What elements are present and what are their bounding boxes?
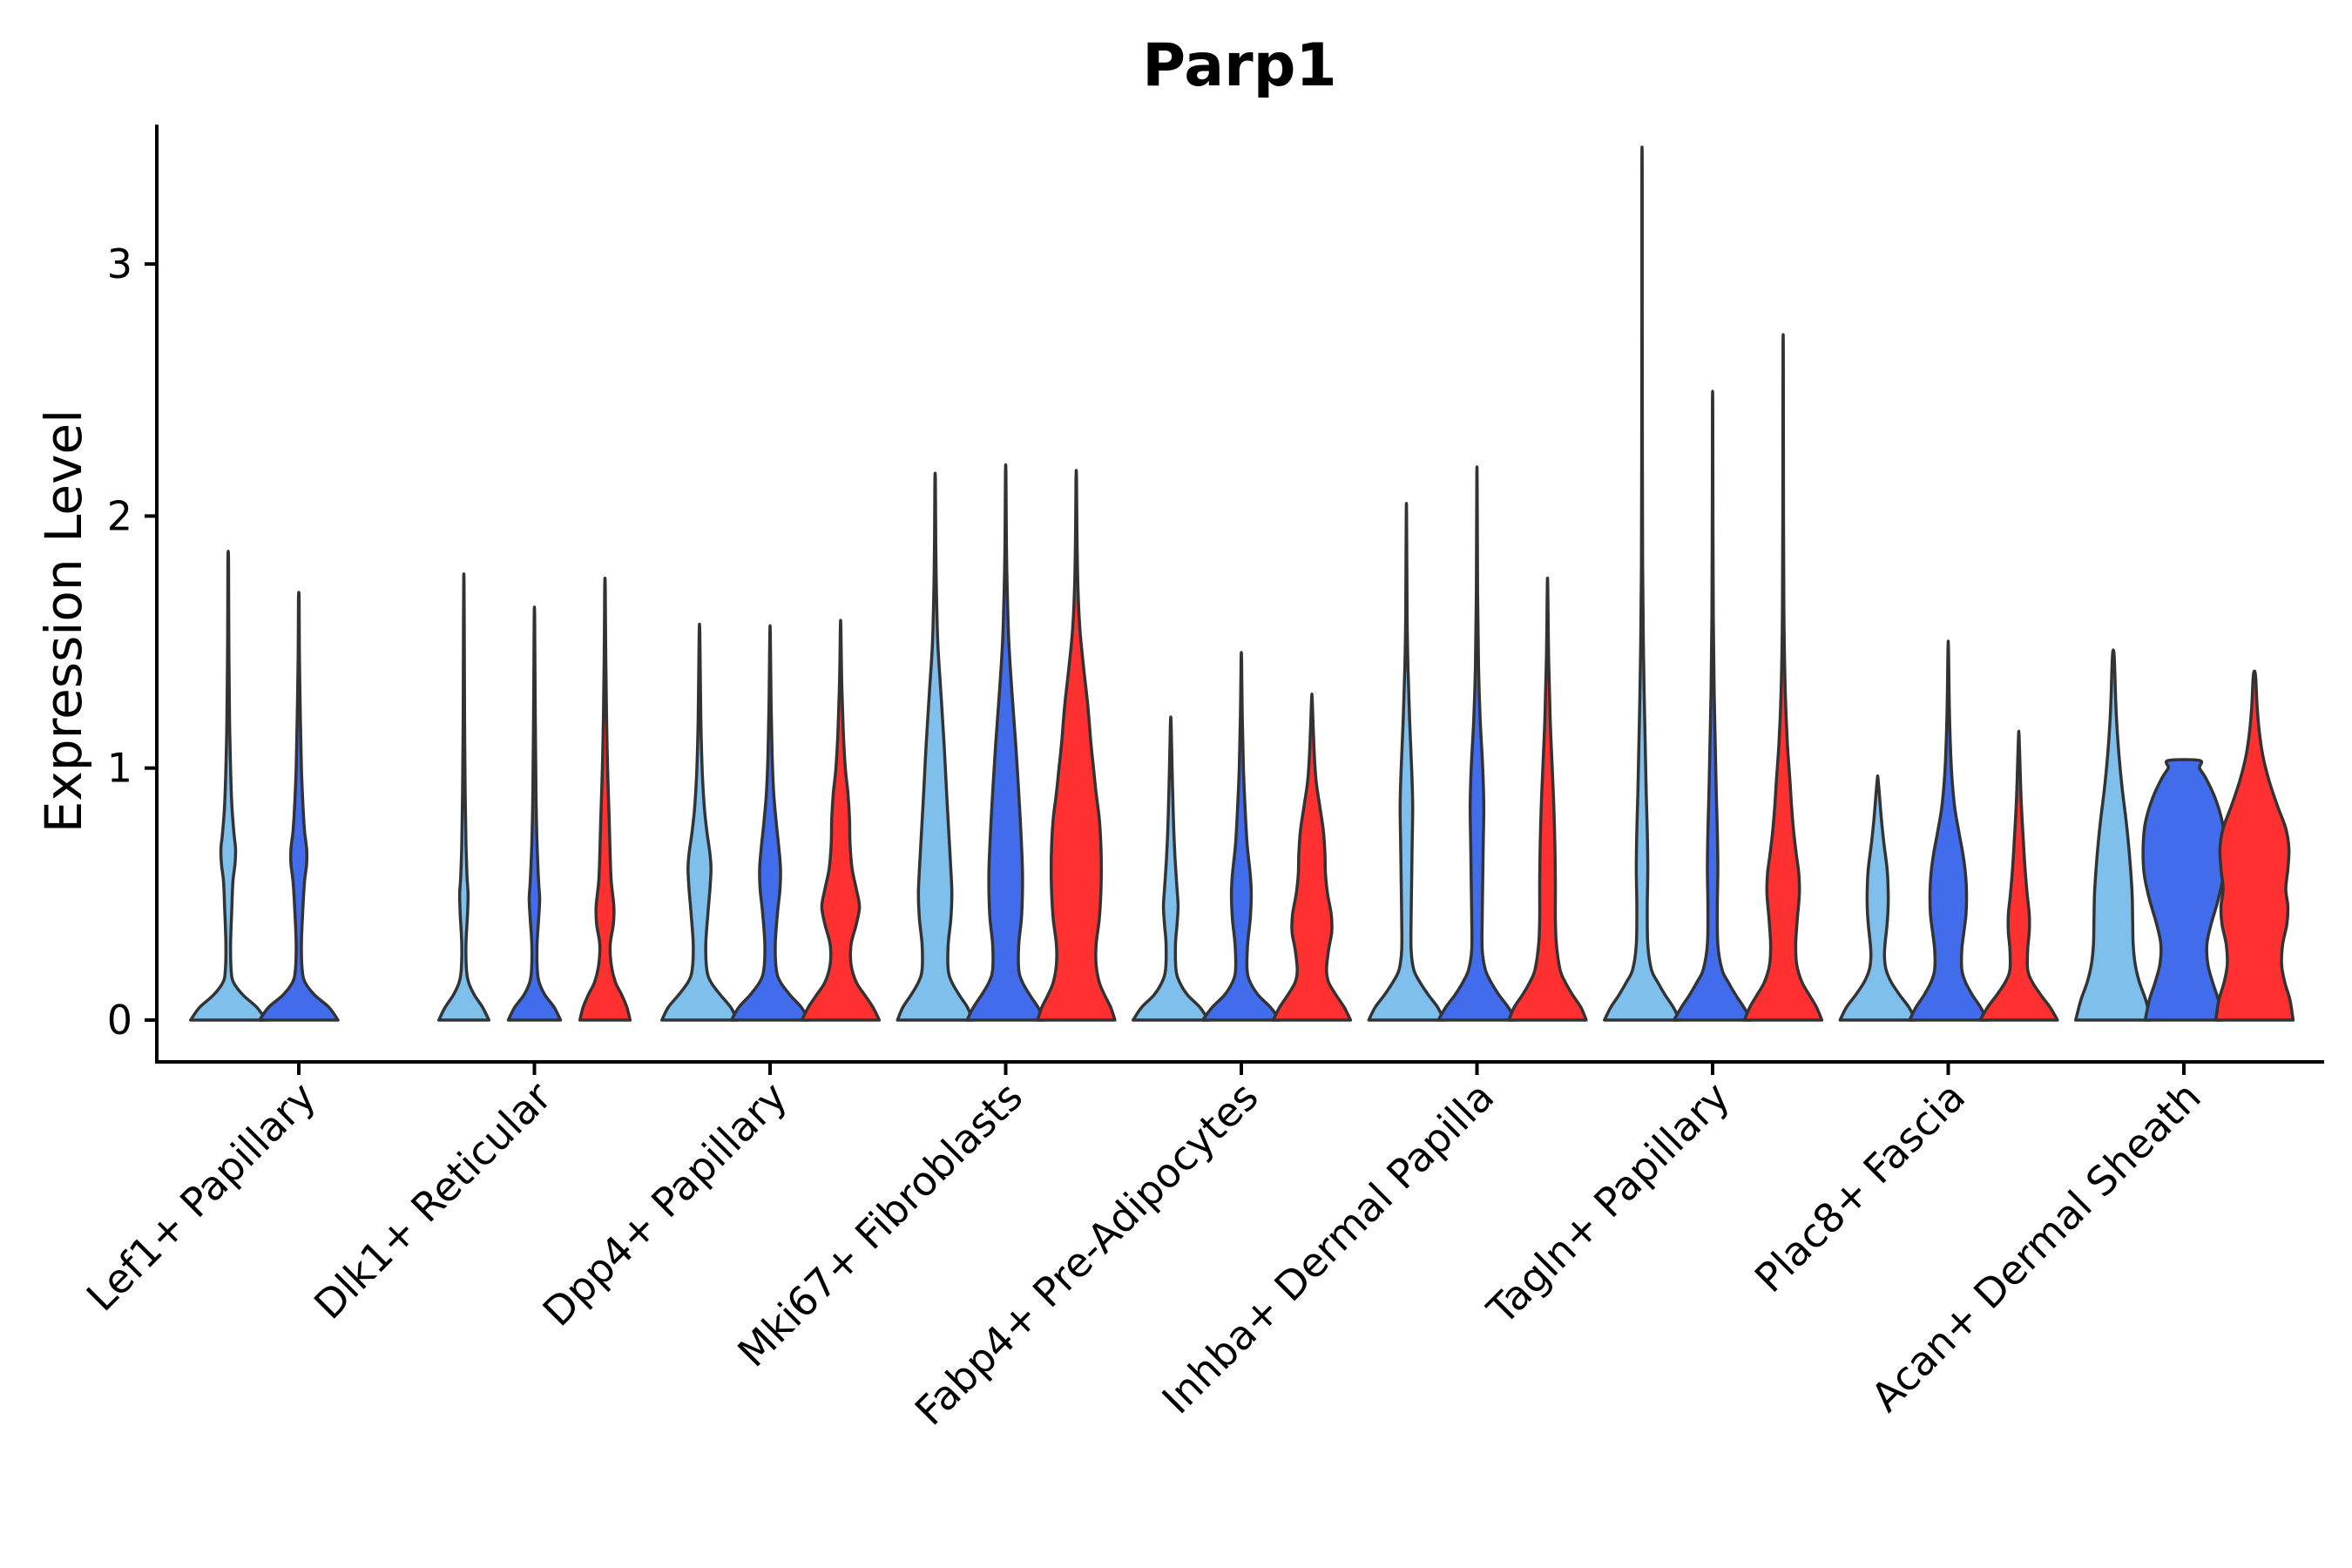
x-category-label: Dpp4+ Papillary <box>534 1073 796 1335</box>
violin-22 <box>1978 729 2059 1022</box>
violin-1 <box>258 591 340 1022</box>
violin-19 <box>1742 333 1824 1022</box>
chart-title: Parp1 <box>1142 31 1336 100</box>
x-category-label: Tagln+ Papillary <box>1477 1073 1739 1335</box>
violin-14 <box>1367 502 1446 1022</box>
violin-25 <box>2213 669 2295 1022</box>
violin-8 <box>896 471 975 1022</box>
violin-20 <box>1838 774 1917 1022</box>
plot-area <box>189 145 2295 1022</box>
violin-2 <box>436 572 491 1022</box>
y-tick-label: 0 <box>107 997 132 1044</box>
y-axis-ticks: 0 1 2 3 <box>107 240 157 1044</box>
x-category-label: Lef1+ Papillary <box>78 1073 325 1321</box>
x-category-label: Plac8+ Fascia <box>1746 1073 1974 1301</box>
violin-9 <box>965 463 1046 1022</box>
violin-10 <box>1036 469 1117 1022</box>
violin-18 <box>1672 389 1754 1022</box>
y-tick-label: 3 <box>107 240 132 287</box>
violin-21 <box>1908 639 1989 1022</box>
violin-6 <box>729 624 811 1022</box>
violin-5 <box>660 622 739 1022</box>
x-category-label: Dlk1+ Reticular <box>305 1073 560 1328</box>
violin-17 <box>1603 145 1681 1022</box>
violin-11 <box>1132 715 1210 1022</box>
violin-16 <box>1507 576 1588 1022</box>
violin-7 <box>800 618 882 1022</box>
violin-24 <box>2141 758 2227 1022</box>
violin-12 <box>1200 651 1282 1022</box>
violin-0 <box>189 550 267 1022</box>
violin-23 <box>2074 648 2153 1022</box>
violin-4 <box>578 576 632 1022</box>
y-axis-label: Expression Level <box>34 409 93 833</box>
y-tick-label: 2 <box>107 492 132 539</box>
violin-13 <box>1271 692 1353 1022</box>
y-tick-label: 1 <box>107 745 132 792</box>
violin-3 <box>506 605 563 1022</box>
violin-15 <box>1436 465 1517 1022</box>
